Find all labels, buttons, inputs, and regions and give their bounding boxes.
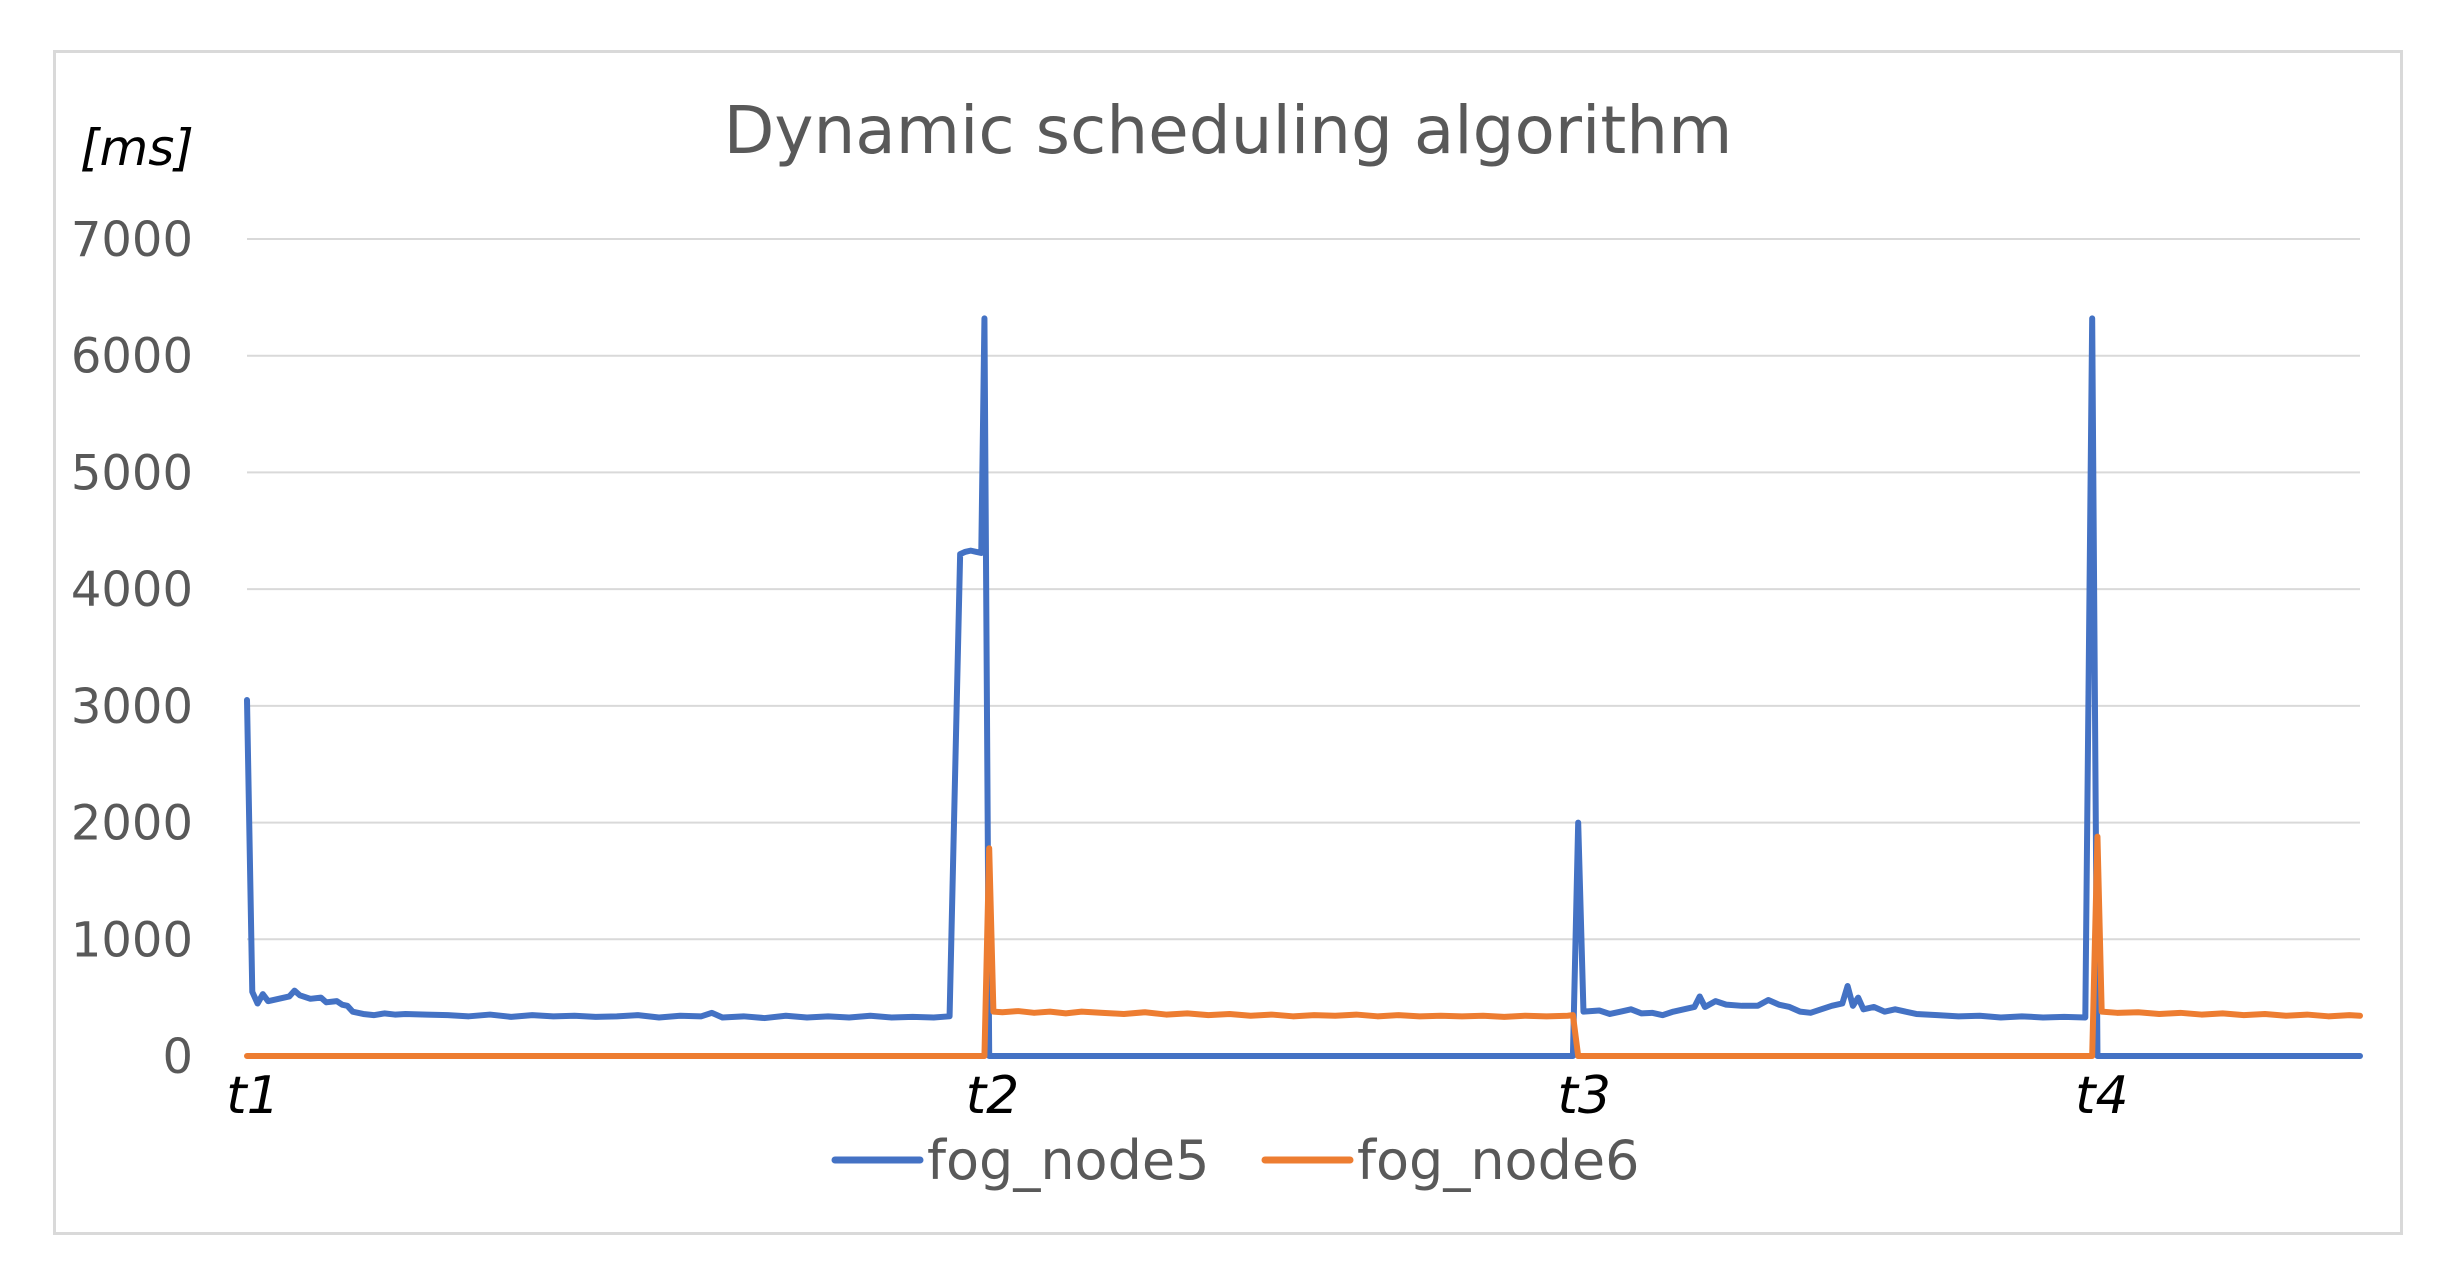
y-tick-label-4000: 4000 bbox=[71, 562, 193, 618]
x-tick-label-t2: t2 bbox=[966, 1066, 1019, 1126]
series-line-fog_node6 bbox=[244, 833, 2363, 1059]
legend: fog_node5 fog_node6 bbox=[831, 1129, 1639, 1192]
x-axis-ticks: t1 t2 t3 t4 bbox=[226, 1066, 2128, 1126]
y-tick-label-7000: 7000 bbox=[71, 212, 193, 268]
y-tick-label-6000: 6000 bbox=[71, 329, 193, 385]
x-tick-label-t4: t4 bbox=[2075, 1066, 2128, 1126]
gridlines bbox=[247, 238, 2360, 1057]
legend-label-fog_node6: fog_node6 bbox=[1357, 1129, 1639, 1192]
series-lines bbox=[244, 315, 2363, 1059]
chart-title: Dynamic scheduling algorithm bbox=[724, 92, 1733, 169]
series-line-fog_node5 bbox=[244, 315, 2363, 1059]
x-tick-label-t1: t1 bbox=[226, 1066, 279, 1126]
legend-label-fog_node5: fog_node5 bbox=[927, 1129, 1209, 1192]
y-axis-ticks: 0 1000 2000 3000 4000 5000 6000 7000 bbox=[71, 212, 193, 1085]
y-tick-label-1000: 1000 bbox=[71, 912, 193, 968]
y-tick-label-3000: 3000 bbox=[71, 679, 193, 735]
x-tick-label-t3: t3 bbox=[1557, 1066, 1610, 1126]
y-tick-label-5000: 5000 bbox=[71, 445, 193, 501]
y-tick-label-0: 0 bbox=[162, 1029, 193, 1085]
chart-frame bbox=[53, 50, 2403, 1235]
y-tick-label-2000: 2000 bbox=[71, 796, 193, 852]
y-axis-unit-label: [ms] bbox=[80, 119, 194, 177]
